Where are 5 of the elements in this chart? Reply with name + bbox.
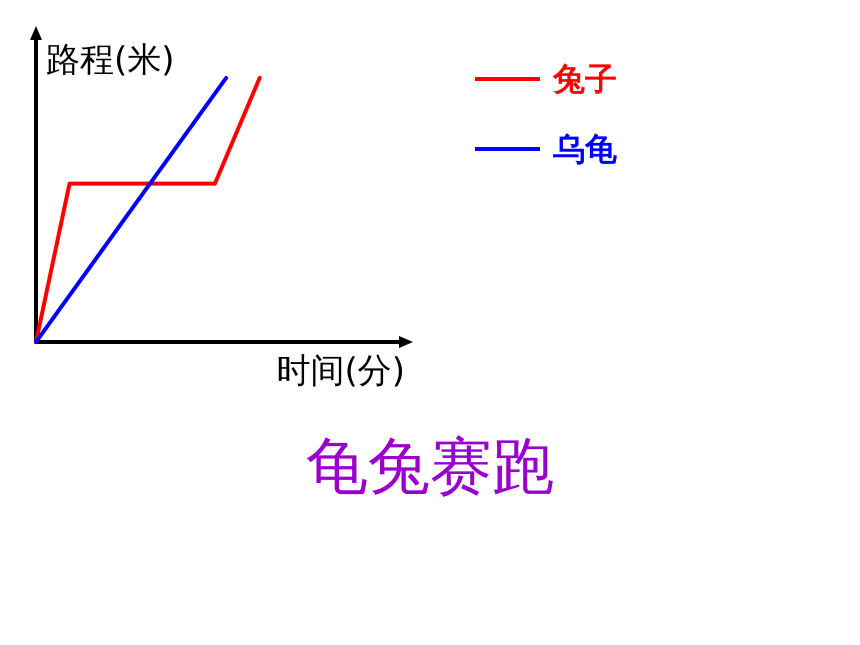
y-axis-title: 路程(米) (46, 40, 175, 80)
legend-label: 乌龟 (552, 130, 617, 168)
legend-label: 兔子 (552, 60, 617, 98)
x-axis-title: 时间(分) (276, 351, 405, 391)
text: 龟兔赛跑 (306, 430, 554, 502)
